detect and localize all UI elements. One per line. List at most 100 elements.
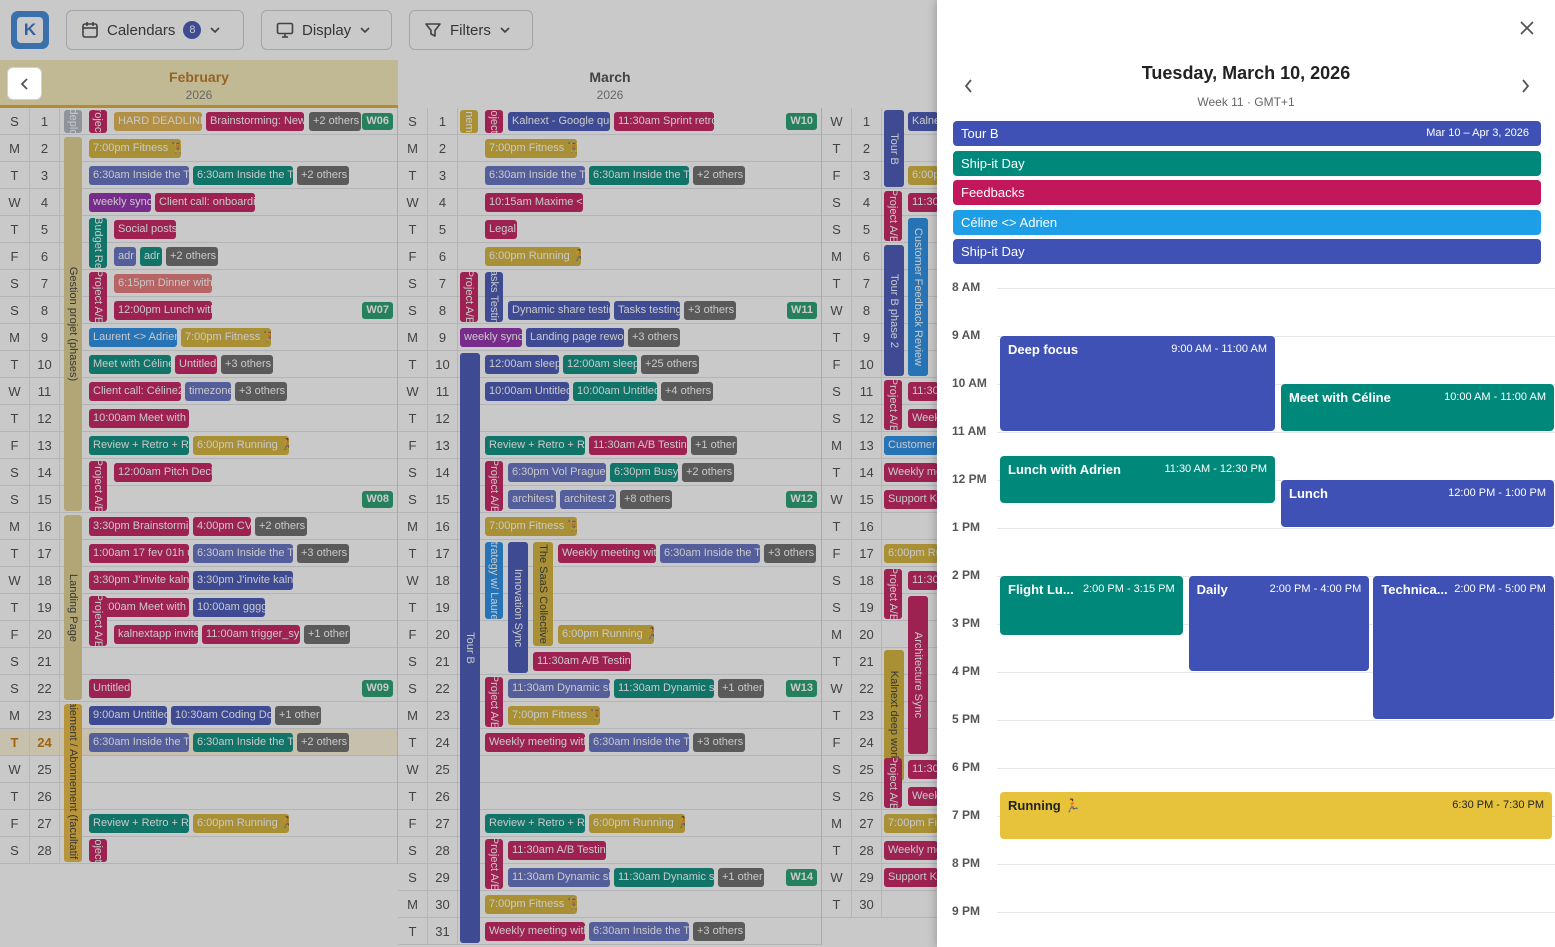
multi-day-event-bar[interactable]: Innovation Sync (508, 542, 528, 673)
day-row[interactable]: S 12 Week (822, 405, 938, 432)
event-chip[interactable]: 7:00pm Fitness 🏋️ (485, 139, 577, 158)
event-chip[interactable]: 6:00pm Running 🏃 (485, 247, 581, 266)
event-chip[interactable]: Weekly me (884, 841, 938, 860)
timed-event[interactable]: Running 🏃 6:30 PM - 7:30 PM (1000, 792, 1552, 839)
day-row[interactable]: T 19 10:00am Meet with El 10:00am gggg (0, 594, 397, 621)
event-chip[interactable]: 6:30am Inside the Tea (589, 166, 689, 185)
multi-day-event-bar[interactable]: Budget Re (89, 218, 107, 268)
all-day-event[interactable]: Tour B Mar 10 – Apr 3, 2026 (953, 121, 1541, 146)
day-row[interactable]: T 16 (822, 513, 937, 540)
event-chip[interactable]: 6:30am Inside the Tea (193, 733, 293, 752)
filters-button[interactable]: Filters (409, 10, 533, 50)
day-row[interactable]: M 16 7:00pm Fitness 🏋️ (398, 513, 821, 540)
multi-day-event-bar[interactable]: nem (460, 110, 478, 133)
day-row[interactable]: T 28 Weekly me (822, 837, 938, 864)
event-chip[interactable]: adr (114, 247, 136, 266)
event-chip[interactable]: +3 others (684, 301, 736, 320)
multi-day-event-bar[interactable]: Project A/E (884, 191, 902, 241)
event-chip[interactable]: weekly sync (460, 328, 522, 347)
day-row[interactable]: S14 12:00am Pitch Deck R (0, 459, 397, 486)
event-chip[interactable]: timezone (185, 382, 231, 401)
day-row[interactable]: M 13 Customer (822, 432, 938, 459)
event-chip[interactable]: 11:30 (908, 760, 938, 779)
event-chip[interactable]: 6:30am Inside the Tea (589, 922, 689, 941)
event-chip[interactable]: +1 other (304, 625, 350, 644)
timed-event[interactable]: Flight Lu... 2:00 PM - 3:15 PM (1000, 576, 1183, 635)
event-chip[interactable]: 6:00pm Ru (884, 544, 938, 563)
event-chip[interactable]: 12:00am sleep (485, 355, 559, 374)
day-row[interactable]: S 18 11:30 (822, 567, 938, 594)
event-chip[interactable]: +2 others (693, 166, 745, 185)
timed-event[interactable]: Lunch 12:00 PM - 1:00 PM (1281, 480, 1554, 527)
timed-event[interactable]: Lunch with Adrien 11:30 AM - 12:30 PM (1000, 456, 1275, 503)
day-row[interactable]: F 10 (822, 351, 937, 378)
all-day-event[interactable]: Céline <> Adrien (953, 209, 1541, 235)
day-row[interactable]: S 11 11:30 (822, 378, 938, 405)
all-day-event[interactable]: Ship-it Day (953, 239, 1541, 264)
event-chip[interactable]: Weekly meeting with (558, 544, 656, 563)
event-chip[interactable]: kalnextapp invite (114, 625, 198, 644)
calendars-button[interactable]: Calendars 8 (66, 10, 244, 50)
multi-day-event-bar[interactable]: oject (485, 110, 503, 133)
all-day-event[interactable]: Ship-it Day (953, 150, 1541, 176)
day-row[interactable]: T 26 (398, 783, 821, 810)
day-row[interactable]: S 25 11:30 (822, 756, 938, 783)
event-chip[interactable]: Untitled (89, 679, 131, 698)
event-chip[interactable]: 11:30am A/B Testing (508, 841, 606, 860)
day-row[interactable]: T17 1:00am 17 fev 01h utc6:30am Inside th… (0, 540, 397, 567)
day-row[interactable]: F 3 6:00p (822, 162, 938, 189)
event-chip[interactable]: 1:00am 17 fev 01h utc (89, 544, 189, 563)
event-chip[interactable]: HARD DEADLINE (114, 112, 202, 131)
event-chip[interactable]: architest (508, 490, 556, 509)
day-row[interactable]: S7 6:15pm Dinner with S (0, 270, 397, 297)
event-chip[interactable]: Weekly meeting with (485, 922, 585, 941)
event-chip[interactable]: +3 others (235, 382, 287, 401)
day-row[interactable]: W 25 (0, 756, 397, 783)
event-chip[interactable]: +1 other (275, 706, 321, 725)
day-row[interactable]: M 30 7:00pm Fitness 🏋️ (398, 891, 821, 918)
multi-day-event-bar[interactable]: Project A/E (485, 677, 503, 727)
day-row[interactable]: T 31 Weekly meeting with 6:30am Inside the … (398, 918, 821, 945)
day-row[interactable]: S14 6:30pm Vol Prague-A6:30pm Busy+2 othe… (398, 459, 821, 486)
day-row[interactable]: W 22 (822, 675, 937, 702)
day-row[interactable]: T 10 Meet with Céline Untitled +3 others (0, 351, 397, 378)
event-chip[interactable]: 11:30am Dynamic sha (614, 679, 714, 698)
event-chip[interactable]: Legal (485, 220, 517, 239)
event-chip[interactable]: 3:30pm J'invite kalnex (89, 571, 189, 590)
day-row[interactable]: T 23 (822, 702, 937, 729)
event-chip[interactable]: weekly sync (89, 193, 151, 212)
event-chip[interactable]: 6:30pm Vol Prague-A (508, 463, 606, 482)
day-row[interactable]: W 1 Kalne (822, 108, 938, 135)
day-row[interactable]: M 23 9:00am Untitled 10:30am Coding Dojo +1 … (0, 702, 397, 729)
day-row[interactable]: T 14 Weekly me (822, 459, 938, 486)
event-chip[interactable]: 6:30am Inside the Tea (89, 733, 189, 752)
multi-day-event-bar[interactable]: Tour B (460, 353, 480, 943)
event-chip[interactable]: Client call: onboarding (155, 193, 255, 212)
event-chip[interactable]: +2 others (297, 166, 349, 185)
day-row[interactable]: T 5 Legal (398, 216, 821, 243)
month-header-march[interactable]: March 2026 (398, 60, 822, 108)
event-chip[interactable]: 6:30am Inside the Tea (89, 166, 189, 185)
day-row[interactable]: S 19 (822, 594, 937, 621)
day-row[interactable]: T 30 (822, 891, 937, 918)
event-chip[interactable]: 10:00am Meet with El (89, 409, 189, 428)
event-chip[interactable]: +2 others (255, 517, 307, 536)
multi-day-event-bar[interactable]: Tour B phase 2 (884, 245, 904, 376)
event-chip[interactable]: Kalne (908, 112, 938, 131)
timed-event[interactable]: Daily 2:00 PM - 4:00 PM (1188, 576, 1370, 671)
event-chip[interactable]: Dynamic share testing (508, 301, 610, 320)
day-row[interactable]: F13 Review + Retro + Roa6:00pm Running 🏃 (0, 432, 397, 459)
multi-day-event-bar[interactable]: The SaaS Collective (533, 542, 553, 646)
event-chip[interactable]: 11:30 (908, 571, 938, 590)
display-button[interactable]: Display (261, 10, 392, 50)
day-row[interactable]: S 1 Kalnext - Google quot 11:30am Sprint re… (398, 108, 821, 135)
event-chip[interactable]: Meet with Céline (89, 355, 171, 374)
day-row[interactable]: F13 Review + Retro + Roa11:30am A/B Testi… (398, 432, 821, 459)
day-row[interactable]: S 26 Week (822, 783, 938, 810)
day-row[interactable]: T 21 (822, 648, 937, 675)
